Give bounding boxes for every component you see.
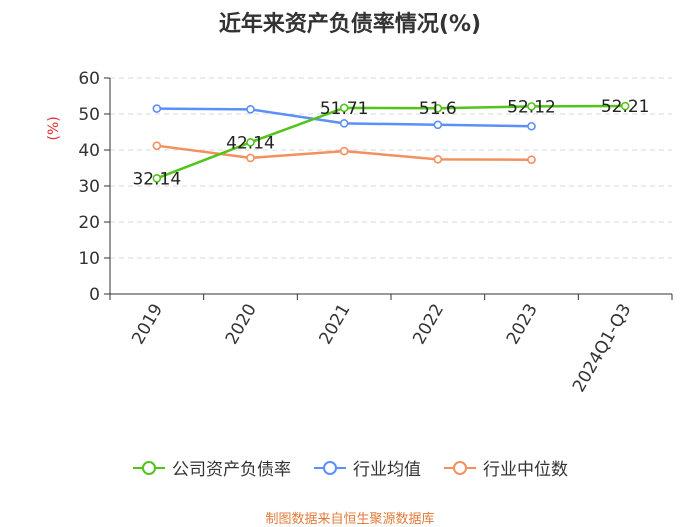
y-tick-label: 40 [78, 141, 100, 161]
data-point [152, 173, 162, 183]
legend-line-marker-icon [133, 460, 165, 475]
line-chart: 0 10 20 30 40 50 60 (%) 2019 2020 2021 2022 2023 2024… [46, 69, 673, 396]
data-point [620, 101, 630, 111]
data-point [527, 102, 536, 111]
y-axis-unit-label: (%) [46, 116, 62, 140]
data-point [527, 155, 536, 165]
y-tick-label: 30 [78, 177, 100, 197]
data-label: 42.14 [226, 133, 275, 153]
legend-item[interactable]: 公司资产负债率 [132, 455, 291, 480]
y-tick-label: 0 [89, 285, 100, 305]
data-point [246, 105, 255, 114]
legend-label: 行业中位数 [483, 460, 568, 480]
x-tick-label: 2019 [128, 301, 167, 348]
legend-line-marker-icon [314, 460, 346, 475]
data-point [339, 146, 349, 156]
data-source-note: 制图数据来自恒生聚源数据库 [265, 512, 435, 527]
y-tick-label: 10 [78, 249, 100, 269]
y-tick-label: 60 [78, 69, 100, 89]
data-label: 51.6 [419, 99, 457, 119]
data-point [339, 119, 349, 128]
legend-item[interactable]: 行业均值 [313, 455, 421, 480]
data-point [246, 137, 255, 147]
x-tick-label: 2022 [409, 301, 448, 348]
data-point [527, 121, 536, 131]
data-label: 52.12 [507, 97, 556, 117]
x-tick-label: 2023 [503, 301, 542, 348]
data-point [433, 120, 443, 130]
y-tick-label: 20 [78, 213, 100, 233]
data-point [152, 104, 162, 113]
y-tick-label: 50 [78, 105, 100, 125]
data-point [246, 153, 255, 163]
legend-label: 公司资产负债率 [172, 460, 291, 480]
x-tick-label: 2020 [222, 301, 261, 348]
series-line [156, 104, 626, 180]
data-label: 32.14 [132, 169, 181, 189]
data-point [339, 103, 349, 113]
legend-line-marker-icon [444, 460, 476, 475]
legend-item[interactable]: 行业中位数 [443, 455, 568, 480]
data-point [433, 155, 443, 164]
x-tick-label: 2024Q1-Q3 [569, 301, 636, 396]
data-point [152, 141, 162, 150]
x-tick-label: 2021 [316, 301, 355, 348]
data-point [433, 103, 443, 113]
chart-title: 近年来资产负债率情况(%) [218, 12, 482, 37]
data-label: 52.21 [601, 97, 650, 117]
legend-label: 行业均值 [353, 460, 421, 480]
chart-legend: 公司资产负债率 行业均值 行业中位数 [0, 455, 700, 480]
data-label: 51.71 [320, 99, 369, 119]
